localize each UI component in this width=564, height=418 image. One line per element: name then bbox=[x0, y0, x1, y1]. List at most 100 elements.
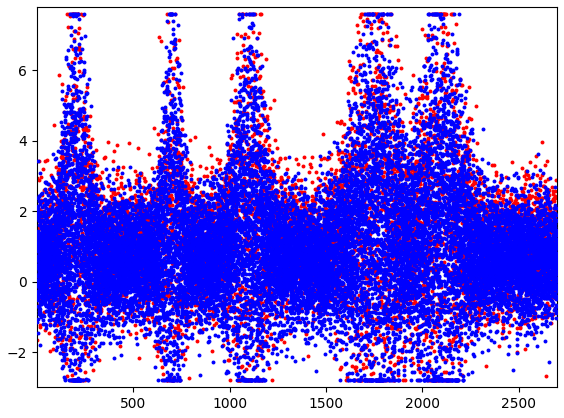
Point bbox=[501, 236, 510, 243]
Point bbox=[497, 236, 506, 243]
Point bbox=[70, 239, 79, 245]
Point bbox=[430, 372, 439, 379]
Point bbox=[539, 278, 548, 285]
Point bbox=[374, 98, 383, 104]
Point bbox=[85, 184, 94, 190]
Point bbox=[109, 269, 118, 275]
Point bbox=[225, 250, 234, 256]
Point bbox=[277, 309, 286, 316]
Point bbox=[404, 214, 413, 220]
Point bbox=[377, 136, 386, 143]
Point bbox=[398, 150, 407, 157]
Point bbox=[245, 377, 254, 384]
Point bbox=[347, 211, 356, 218]
Point bbox=[148, 252, 157, 258]
Point bbox=[437, 200, 446, 207]
Point bbox=[197, 234, 206, 240]
Point bbox=[450, 377, 459, 384]
Point bbox=[156, 324, 165, 331]
Point bbox=[107, 327, 116, 334]
Point bbox=[118, 261, 127, 268]
Point bbox=[323, 279, 332, 285]
Point bbox=[462, 248, 472, 255]
Point bbox=[362, 227, 371, 233]
Point bbox=[133, 232, 142, 238]
Point bbox=[34, 280, 43, 286]
Point bbox=[176, 293, 185, 300]
Point bbox=[177, 245, 186, 251]
Point bbox=[398, 298, 407, 305]
Point bbox=[260, 273, 269, 280]
Point bbox=[523, 219, 532, 226]
Point bbox=[177, 161, 186, 167]
Point bbox=[460, 200, 469, 206]
Point bbox=[438, 39, 447, 46]
Point bbox=[347, 170, 356, 177]
Point bbox=[391, 181, 400, 188]
Point bbox=[192, 200, 201, 206]
Point bbox=[517, 229, 526, 236]
Point bbox=[424, 314, 433, 321]
Point bbox=[461, 218, 470, 225]
Point bbox=[347, 239, 356, 245]
Point bbox=[392, 155, 401, 161]
Point bbox=[541, 238, 550, 245]
Point bbox=[55, 308, 64, 315]
Point bbox=[216, 229, 225, 235]
Point bbox=[522, 267, 531, 274]
Point bbox=[422, 248, 431, 255]
Point bbox=[356, 167, 365, 173]
Point bbox=[339, 176, 348, 183]
Point bbox=[490, 178, 499, 184]
Point bbox=[292, 224, 301, 230]
Point bbox=[209, 258, 218, 265]
Point bbox=[526, 291, 535, 297]
Point bbox=[330, 186, 339, 192]
Point bbox=[205, 242, 214, 248]
Point bbox=[293, 234, 302, 240]
Point bbox=[217, 229, 226, 236]
Point bbox=[116, 225, 125, 232]
Point bbox=[154, 181, 163, 188]
Point bbox=[416, 209, 425, 216]
Point bbox=[47, 208, 56, 214]
Point bbox=[257, 121, 266, 128]
Point bbox=[90, 225, 99, 232]
Point bbox=[152, 242, 161, 248]
Point bbox=[339, 271, 348, 278]
Point bbox=[355, 170, 364, 177]
Point bbox=[47, 234, 56, 240]
Point bbox=[442, 130, 451, 136]
Point bbox=[413, 234, 422, 241]
Point bbox=[387, 228, 396, 235]
Point bbox=[469, 222, 478, 228]
Point bbox=[543, 267, 552, 274]
Point bbox=[327, 267, 336, 273]
Point bbox=[248, 283, 257, 290]
Point bbox=[406, 227, 415, 234]
Point bbox=[121, 282, 130, 288]
Point bbox=[515, 232, 525, 239]
Point bbox=[362, 78, 371, 85]
Point bbox=[135, 256, 144, 263]
Point bbox=[220, 296, 229, 302]
Point bbox=[521, 318, 530, 324]
Point bbox=[433, 101, 442, 108]
Point bbox=[345, 285, 354, 292]
Point bbox=[434, 295, 443, 301]
Point bbox=[323, 194, 332, 201]
Point bbox=[540, 311, 549, 317]
Point bbox=[51, 163, 60, 170]
Point bbox=[81, 261, 90, 268]
Point bbox=[309, 269, 318, 275]
Point bbox=[106, 245, 115, 252]
Point bbox=[273, 258, 282, 265]
Point bbox=[392, 243, 401, 250]
Point bbox=[528, 313, 537, 319]
Point bbox=[507, 242, 516, 248]
Point bbox=[131, 268, 140, 274]
Point bbox=[351, 229, 360, 236]
Point bbox=[359, 377, 368, 384]
Point bbox=[315, 226, 324, 232]
Point bbox=[80, 144, 89, 151]
